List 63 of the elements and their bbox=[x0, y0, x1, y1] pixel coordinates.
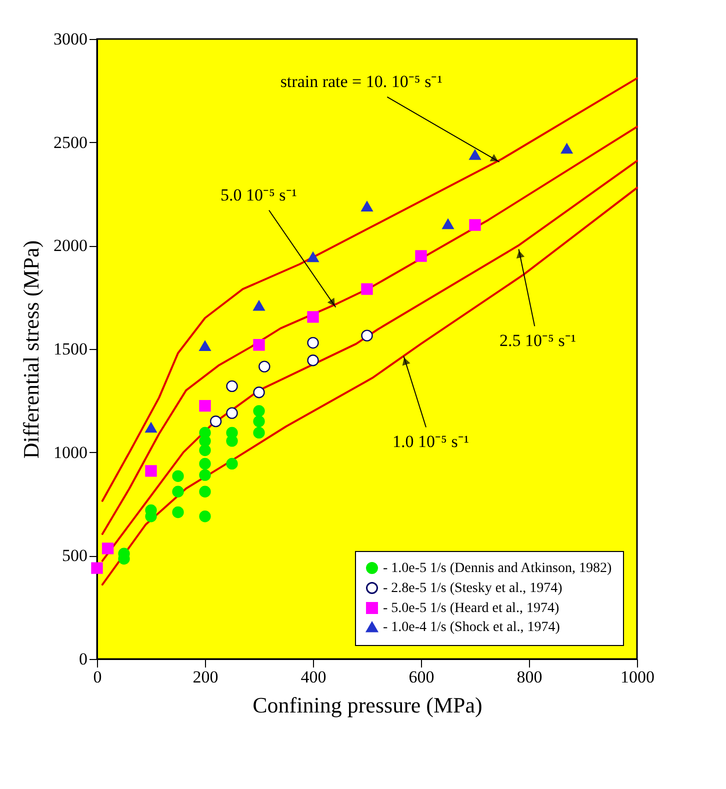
line-series bbox=[101, 77, 638, 502]
point bbox=[253, 386, 265, 398]
annotation: 1.0 10⁻⁵ s⁻¹ bbox=[392, 432, 469, 452]
x-axis-title: Confining pressure (MPa) bbox=[252, 692, 482, 718]
x-tick-label: 0 bbox=[93, 668, 102, 686]
legend-label: - 5.0e-5 1/s (Heard et al., 1974) bbox=[383, 601, 560, 616]
point bbox=[469, 150, 481, 160]
x-tick-label: 1000 bbox=[620, 668, 654, 686]
point bbox=[199, 444, 211, 456]
point bbox=[172, 486, 184, 498]
point bbox=[307, 336, 319, 349]
annotation: 2.5 10⁻⁵ s⁻¹ bbox=[500, 331, 576, 350]
legend-label: - 1.0e-4 1/s (Shock et al., 1974) bbox=[383, 620, 560, 635]
point bbox=[199, 510, 211, 522]
point bbox=[226, 458, 238, 470]
y-tick-label: 3000 bbox=[54, 30, 88, 48]
point bbox=[307, 311, 319, 323]
y-tick-label: 1000 bbox=[54, 442, 88, 462]
x-tick-label: 400 bbox=[300, 668, 326, 686]
point bbox=[91, 562, 103, 574]
point bbox=[361, 330, 373, 342]
point bbox=[442, 218, 454, 230]
point bbox=[361, 283, 373, 295]
annotation: 5.0 10⁻⁵ s⁻¹ bbox=[220, 185, 297, 204]
point bbox=[415, 250, 427, 262]
point bbox=[172, 470, 184, 482]
point bbox=[307, 354, 319, 366]
legend-label: - 2.8e-5 1/s (Stesky et al., 1974) bbox=[383, 581, 563, 596]
point bbox=[469, 219, 481, 231]
point bbox=[361, 201, 373, 212]
x-tick-label: 800 bbox=[516, 668, 542, 686]
point bbox=[226, 435, 238, 447]
point bbox=[253, 405, 265, 417]
legend-label: - 1.0e-5 1/s (Dennis and Atkinson, 1982) bbox=[383, 561, 612, 576]
point bbox=[199, 340, 211, 352]
point bbox=[226, 380, 238, 392]
point bbox=[199, 435, 211, 447]
y-tick-label: 2000 bbox=[54, 236, 88, 256]
point bbox=[102, 542, 114, 554]
x-tick-label: 200 bbox=[192, 668, 218, 686]
point bbox=[253, 426, 265, 439]
point bbox=[145, 422, 157, 433]
point bbox=[307, 252, 319, 262]
y-tick-label: 1500 bbox=[54, 340, 88, 358]
point bbox=[145, 465, 157, 477]
point bbox=[199, 400, 211, 412]
point bbox=[199, 469, 211, 481]
y-tick-label: 2500 bbox=[54, 132, 88, 152]
point bbox=[253, 416, 265, 428]
y-axis-title: Differential stress (MPa) bbox=[18, 240, 44, 459]
point bbox=[210, 416, 222, 428]
point bbox=[199, 458, 211, 470]
point bbox=[258, 360, 270, 372]
annotation: strain rate = 10. 10⁻⁵ s⁻¹ bbox=[280, 72, 442, 91]
point bbox=[199, 486, 211, 498]
point bbox=[253, 300, 265, 311]
point bbox=[560, 143, 573, 154]
point bbox=[226, 407, 238, 419]
point bbox=[253, 339, 265, 351]
x-tick-label: 600 bbox=[408, 668, 434, 686]
y-tick-label: 0 bbox=[79, 650, 88, 668]
point bbox=[172, 506, 184, 518]
y-tick-label: 500 bbox=[62, 546, 88, 566]
